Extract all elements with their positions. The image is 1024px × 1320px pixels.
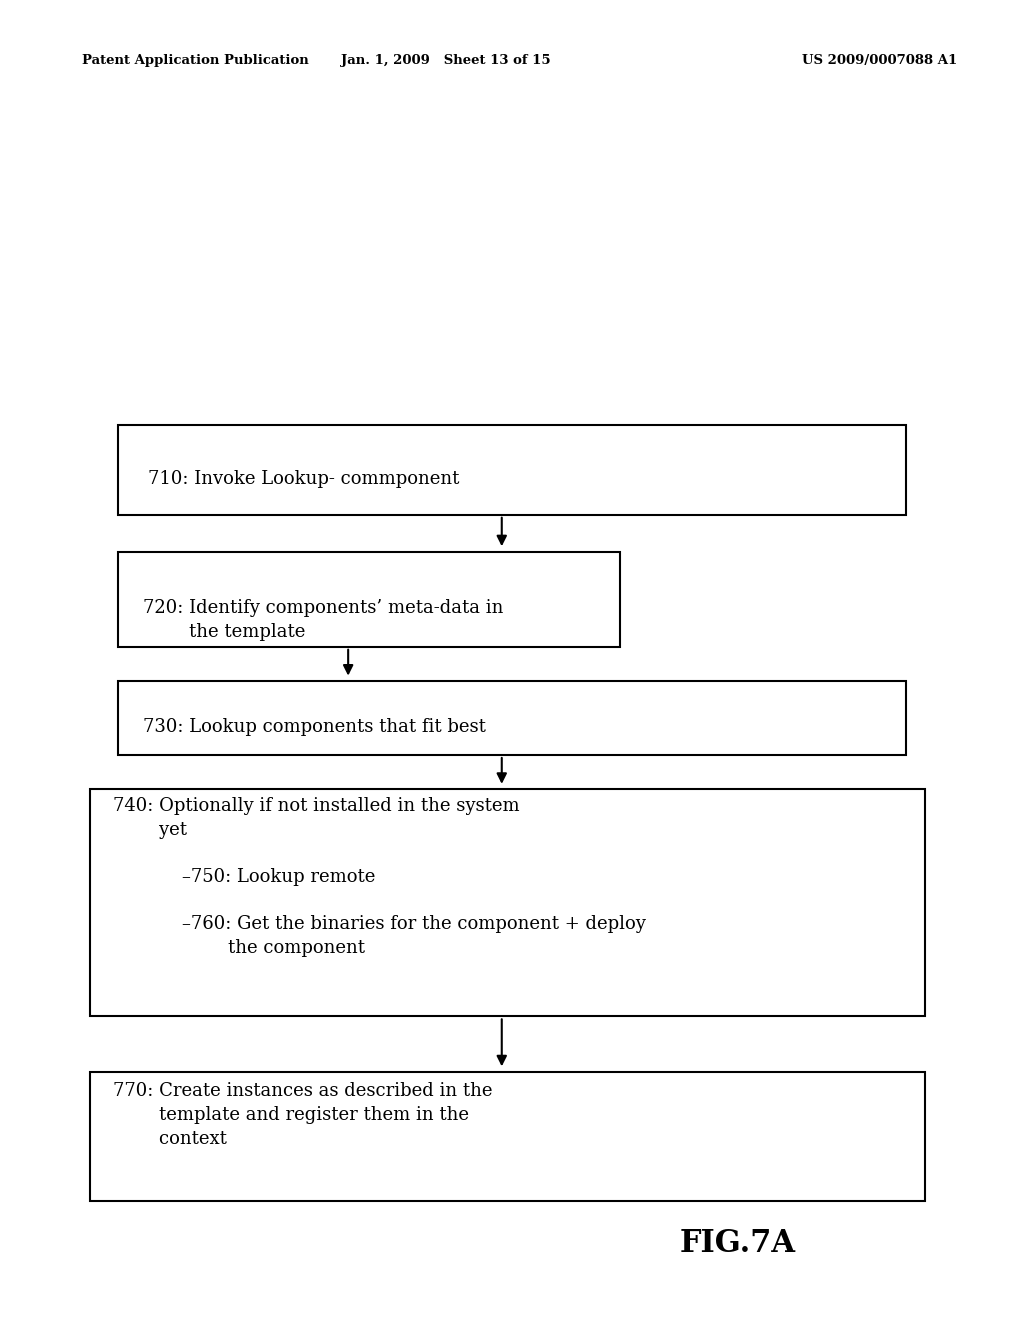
Text: 720: Identify components’ meta-data in
        the template: 720: Identify components’ meta-data in t… bbox=[143, 599, 504, 642]
Bar bbox=[118, 425, 906, 515]
Bar bbox=[118, 681, 906, 755]
Text: US 2009/0007088 A1: US 2009/0007088 A1 bbox=[802, 54, 957, 67]
Text: 770: Create instances as described in the
        template and register them in : 770: Create instances as described in th… bbox=[113, 1082, 493, 1147]
Text: 730: Lookup components that fit best: 730: Lookup components that fit best bbox=[143, 718, 486, 737]
Bar bbox=[90, 1072, 925, 1201]
Bar bbox=[90, 789, 925, 1016]
Text: 710: Invoke Lookup- commponent: 710: Invoke Lookup- commponent bbox=[148, 470, 460, 488]
Bar bbox=[118, 552, 620, 647]
Text: FIG.7A: FIG.7A bbox=[679, 1228, 796, 1259]
Text: Jan. 1, 2009   Sheet 13 of 15: Jan. 1, 2009 Sheet 13 of 15 bbox=[341, 54, 550, 67]
Text: Patent Application Publication: Patent Application Publication bbox=[82, 54, 308, 67]
Text: 740: Optionally if not installed in the system
        yet

            –750: Lo: 740: Optionally if not installed in the … bbox=[113, 797, 645, 957]
